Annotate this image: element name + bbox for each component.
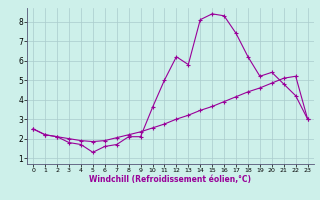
X-axis label: Windchill (Refroidissement éolien,°C): Windchill (Refroidissement éolien,°C) xyxy=(89,175,252,184)
